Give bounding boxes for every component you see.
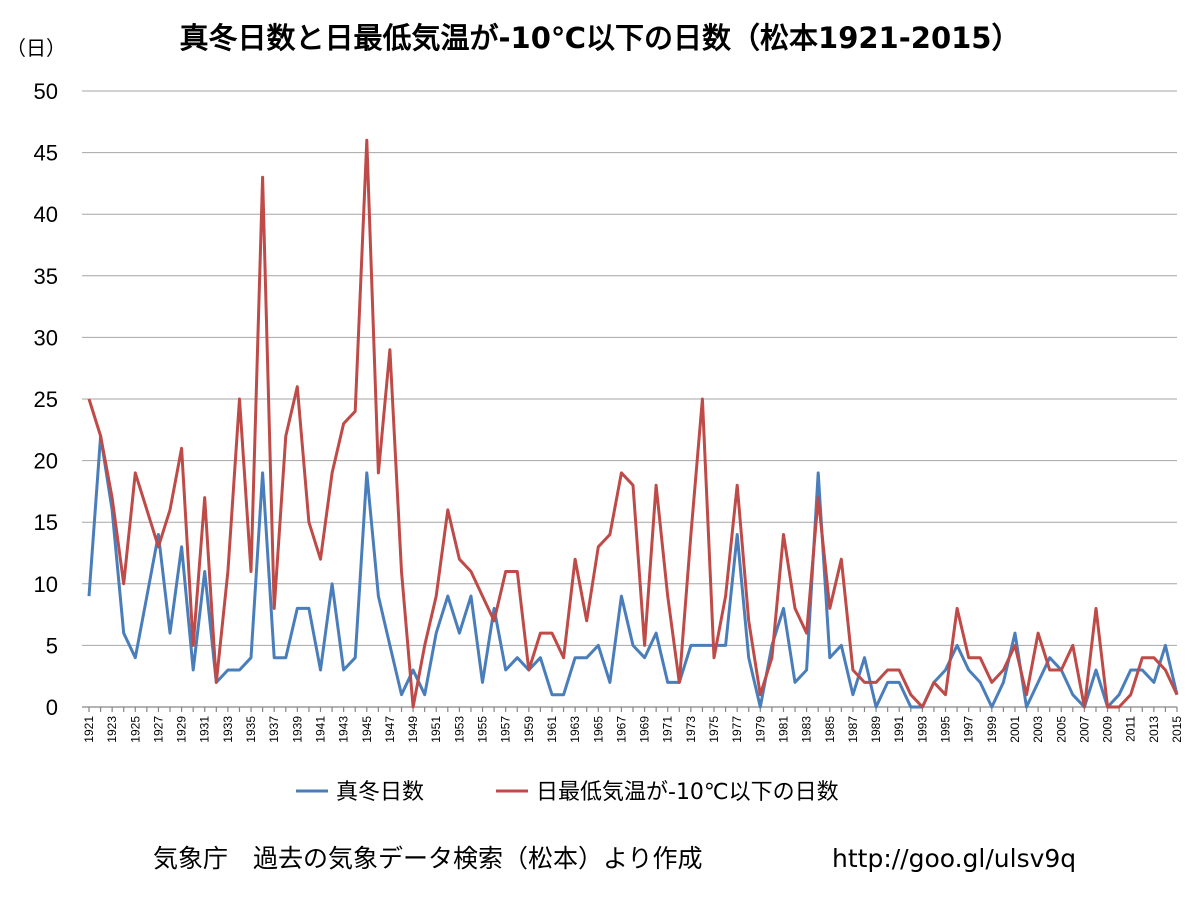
legend-label-winter-days: 真冬日数 [336,780,424,805]
x-tick-label: 1953 [452,716,466,743]
x-tick-label: 1975 [707,716,721,743]
x-tick-label: 1985 [823,716,837,743]
y-tick-label: 45 [34,141,58,166]
series-lines [87,138,1179,709]
x-tick-label: 1999 [985,716,999,743]
x-tick-label: 2011 [1124,716,1138,742]
y-tick-label: 40 [34,202,58,227]
source-url: http://goo.gl/ulsv9q [832,844,1076,873]
x-tick-label: 1923 [105,716,119,743]
y-tick-label: 5 [46,633,58,658]
x-tick-label: 1983 [800,716,814,743]
x-tick-label: 1927 [151,716,165,743]
x-tick-label: 2005 [1054,716,1068,743]
x-tick-label: 1981 [776,716,790,743]
x-tick-label: 2015 [1170,716,1184,743]
x-tick-label: 1943 [337,716,351,743]
x-tick-label: 1971 [661,716,675,743]
x-tick-label: 1941 [313,716,327,743]
x-tick-label: 1993 [915,716,929,743]
legend: 真冬日数 日最低気温が-10℃以下の日数 [296,780,839,805]
x-tick-label: 1939 [290,716,304,743]
x-tick-label: 1969 [638,716,652,743]
x-tick-label: 1949 [406,716,420,743]
y-axis-unit: （日） [6,36,66,60]
x-tick-label: 1935 [244,716,258,743]
x-tick-label: 1989 [869,716,883,743]
x-tick-label: 1997 [962,716,976,743]
x-tick-label: 1951 [429,716,443,743]
x-axis-ticks: 1921 1923 1925 1927 1929 1931 1933 1935 1937 1939… [82,707,1184,743]
y-tick-label: 50 [34,79,58,104]
chart-title: 真冬日数と日最低気温が-10℃以下の日数（松本1921-2015） [180,21,1021,55]
series-line-winter-days [87,434,1179,709]
x-tick-label: 1933 [221,716,235,743]
legend-label-cold-days: 日最低気温が-10℃以下の日数 [536,780,839,805]
x-tick-label: 2001 [1008,716,1022,743]
x-tick-label: 1995 [939,716,953,743]
x-tick-label: 2003 [1031,716,1045,743]
x-tick-label: 1973 [684,716,698,743]
y-tick-label: 25 [34,387,58,412]
x-tick-label: 1967 [614,716,628,743]
y-tick-label: 20 [34,449,58,474]
x-tick-label: 1961 [545,716,559,743]
x-tick-label: 1977 [730,716,744,743]
x-tick-label: 1947 [383,716,397,743]
x-tick-label: 1945 [360,716,374,743]
series-line-cold-days [87,138,1179,709]
x-tick-label: 1979 [753,716,767,743]
y-axis-ticks: 0 5 10 15 20 25 30 35 40 45 50 [34,79,58,720]
y-tick-label: 15 [34,510,58,535]
x-tick-label: 2009 [1101,716,1115,743]
x-tick-label: 1925 [128,716,142,743]
source-note: 気象庁 過去の気象データ検索（松本）より作成 [153,844,703,873]
x-tick-label: 1957 [499,716,513,743]
x-tick-label: 1991 [892,716,906,743]
x-tick-label: 1955 [476,716,490,743]
x-tick-label: 1959 [522,716,536,743]
x-tick-label: 1931 [198,716,212,743]
x-tick-label: 2007 [1077,716,1091,743]
x-tick-label: 1929 [175,716,189,743]
y-tick-label: 30 [34,325,58,350]
x-tick-label: 1921 [82,716,96,743]
x-tick-label: 1965 [591,716,605,743]
y-tick-label: 10 [34,572,58,597]
x-tick-label: 1937 [267,716,281,743]
x-tick-label: 1963 [568,716,582,743]
y-tick-label: 35 [34,264,58,289]
x-tick-label: 1987 [846,716,860,743]
x-tick-label: 2013 [1147,716,1161,743]
gridlines [82,90,1177,708]
y-tick-label: 0 [46,695,58,720]
